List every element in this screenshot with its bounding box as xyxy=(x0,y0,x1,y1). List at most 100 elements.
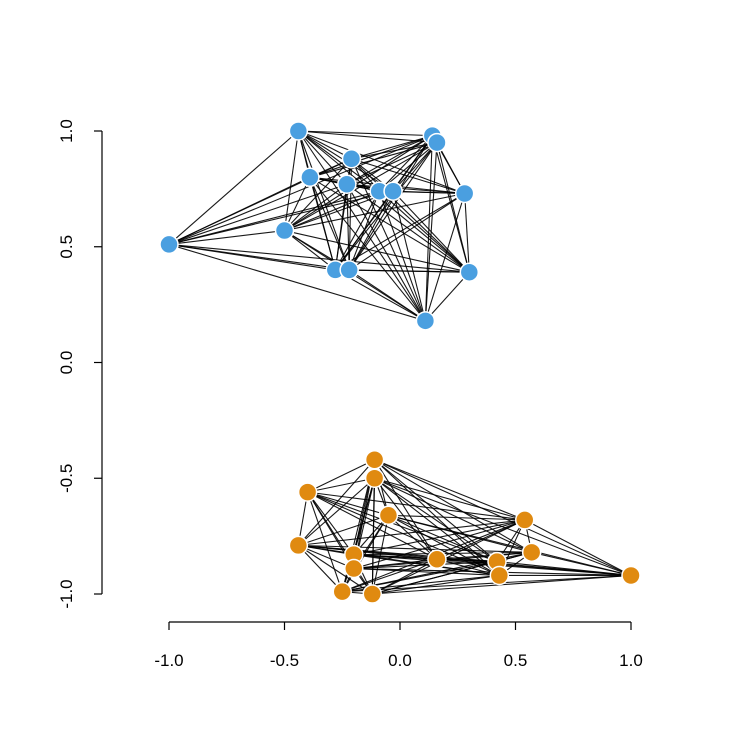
edge-cluster-1 xyxy=(378,190,470,273)
edge-cluster-2 xyxy=(298,544,532,553)
edge-cluster-2 xyxy=(342,558,438,593)
edge-cluster-1 xyxy=(297,130,426,322)
edge-cluster-1 xyxy=(297,130,350,271)
edge-cluster-1 xyxy=(168,243,470,273)
edge-cluster-1 xyxy=(168,176,311,245)
node-cluster-2 xyxy=(297,482,318,502)
edge-cluster-1 xyxy=(284,177,311,231)
edge-cluster-1 xyxy=(168,243,350,271)
edge-cluster-1 xyxy=(334,190,380,271)
edge-cluster-1 xyxy=(348,269,426,322)
edge-cluster-1 xyxy=(168,243,426,322)
edge-cluster-2 xyxy=(374,477,532,553)
edge-cluster-1 xyxy=(346,183,470,273)
edge-cluster-1 xyxy=(298,130,380,192)
edge-cluster-1 xyxy=(424,193,466,321)
edge-cluster-2 xyxy=(307,491,389,516)
y-tick-label: 1.0 xyxy=(57,119,76,143)
edge-cluster-1 xyxy=(283,130,299,231)
x-tick-label: 0.0 xyxy=(388,651,412,670)
edge-cluster-1 xyxy=(349,269,470,273)
node-cluster-2 xyxy=(489,565,510,586)
edge-cluster-1 xyxy=(298,130,470,273)
edge-cluster-2 xyxy=(374,459,438,560)
edge-cluster-1 xyxy=(378,191,426,322)
node-cluster-1 xyxy=(274,220,295,241)
edge-cluster-1 xyxy=(309,177,336,271)
edge-cluster-2 xyxy=(307,491,438,560)
edge-cluster-1 xyxy=(297,130,348,185)
edge-cluster-1 xyxy=(284,158,352,231)
edge-cluster-1 xyxy=(309,142,438,178)
edge-cluster-1 xyxy=(464,193,470,273)
node-cluster-2 xyxy=(427,549,447,570)
edge-cluster-2 xyxy=(374,477,438,560)
edge-cluster-1 xyxy=(284,135,433,232)
edge-cluster-2 xyxy=(436,558,632,577)
node-cluster-1 xyxy=(159,234,179,255)
node-cluster-2 xyxy=(364,468,385,488)
edge-cluster-1 xyxy=(425,271,470,322)
x-tick-label: 0.5 xyxy=(504,651,528,670)
edge-cluster-2 xyxy=(298,519,525,546)
edge-cluster-1 xyxy=(351,135,433,160)
edge-cluster-2 xyxy=(388,514,438,560)
edge-cluster-1 xyxy=(168,190,394,245)
edge-cluster-1 xyxy=(392,142,438,192)
edge-cluster-2 xyxy=(374,459,498,563)
edge-cluster-2 xyxy=(374,477,498,563)
node-cluster-1 xyxy=(383,181,403,201)
node-cluster-2 xyxy=(514,510,535,530)
edge-cluster-1 xyxy=(284,230,470,273)
edge-cluster-2 xyxy=(353,558,438,570)
edge-cluster-1 xyxy=(309,177,350,271)
edge-cluster-2 xyxy=(307,491,525,521)
edge-cluster-1 xyxy=(392,190,470,273)
edge-cluster-1 xyxy=(284,190,380,232)
node-cluster-2 xyxy=(344,558,364,579)
y-tick-label: -1.0 xyxy=(57,579,76,608)
edge-cluster-1 xyxy=(378,135,433,192)
edge-cluster-2 xyxy=(307,491,355,555)
node-cluster-2 xyxy=(332,581,352,602)
edge-cluster-2 xyxy=(374,477,632,576)
edge-cluster-1 xyxy=(346,142,438,185)
edge-cluster-1 xyxy=(351,142,438,160)
node-cluster-1 xyxy=(415,311,436,331)
axes: -1.0 -0.5 0.0 0.5 1.0 -1.0 -0.5 0.0 0.5 1.0 xyxy=(57,119,643,670)
edge-cluster-1 xyxy=(335,193,465,271)
edge-cluster-1 xyxy=(168,135,433,245)
edge-cluster-2 xyxy=(353,519,525,570)
edge-cluster-1 xyxy=(298,130,352,160)
edge-cluster-1 xyxy=(334,190,394,271)
edge-cluster-1 xyxy=(298,130,433,137)
node-cluster-2 xyxy=(621,565,641,586)
edge-cluster-1 xyxy=(334,142,438,271)
x-tick-label: -0.5 xyxy=(270,651,299,670)
node-cluster-1 xyxy=(339,260,359,280)
edge-cluster-1 xyxy=(309,176,470,273)
edge-cluster-2 xyxy=(371,478,376,595)
y-tick-label: -0.5 xyxy=(57,464,76,493)
edge-cluster-2 xyxy=(307,491,373,595)
edge-cluster-2 xyxy=(307,477,375,493)
edge-cluster-1 xyxy=(351,158,470,273)
edge-cluster-2 xyxy=(496,561,632,577)
edge-cluster-1 xyxy=(334,184,348,270)
edge-cluster-1 xyxy=(348,193,465,271)
edge-cluster-1 xyxy=(346,135,433,185)
edge-cluster-1 xyxy=(346,184,350,270)
edge-cluster-1 xyxy=(346,183,426,322)
edges-layer xyxy=(168,130,632,595)
edge-cluster-2 xyxy=(298,514,389,546)
edge-cluster-1 xyxy=(436,142,470,273)
node-cluster-1 xyxy=(454,183,475,204)
edge-cluster-2 xyxy=(531,551,632,577)
edge-cluster-2 xyxy=(353,561,498,570)
node-cluster-1 xyxy=(288,121,309,141)
node-cluster-1 xyxy=(459,262,480,282)
edge-cluster-1 xyxy=(392,191,426,321)
edge-cluster-1 xyxy=(168,229,285,245)
edge-cluster-2 xyxy=(524,519,632,576)
